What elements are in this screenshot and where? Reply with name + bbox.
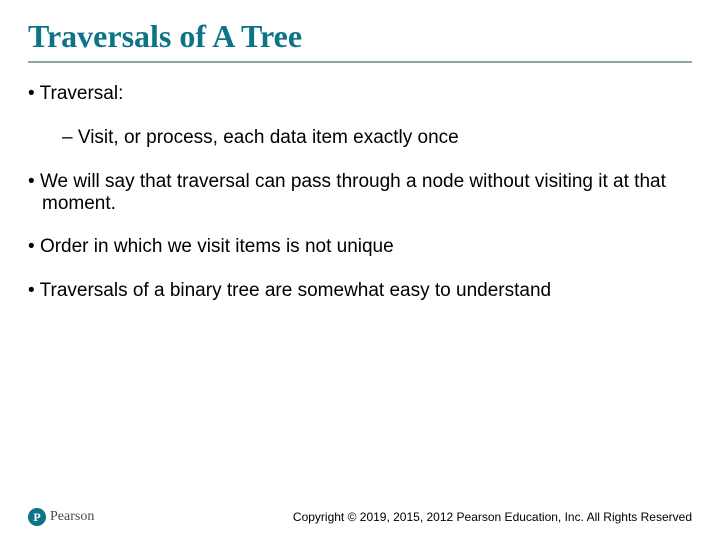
bullet-text: Order in which we visit items is not uni… bbox=[40, 236, 394, 257]
bullet-item: Traversal: bbox=[28, 83, 692, 105]
bullet-text: Traversal: bbox=[40, 83, 124, 104]
bullet-text: We will say that traversal can pass thro… bbox=[40, 171, 666, 214]
bullet-text: Traversals of a binary tree are somewhat… bbox=[40, 280, 552, 301]
slide-title: Traversals of A Tree bbox=[28, 18, 692, 63]
bullet-text: Visit, or process, each data item exactl… bbox=[78, 127, 459, 148]
bullet-item: Order in which we visit items is not uni… bbox=[28, 236, 692, 258]
pearson-logo-icon: P bbox=[28, 508, 46, 526]
slide: Traversals of A Tree Traversal: Visit, o… bbox=[0, 0, 720, 540]
bullet-item: We will say that traversal can pass thro… bbox=[28, 171, 692, 215]
copyright-text: Copyright © 2019, 2015, 2012 Pearson Edu… bbox=[293, 510, 692, 524]
pearson-logo: P Pearson bbox=[28, 508, 94, 526]
sub-bullet-item: Visit, or process, each data item exactl… bbox=[62, 127, 692, 149]
slide-footer: P Pearson Copyright © 2019, 2015, 2012 P… bbox=[0, 508, 720, 526]
pearson-logo-text: Pearson bbox=[50, 509, 94, 525]
bullet-item: Traversals of a binary tree are somewhat… bbox=[28, 280, 692, 302]
slide-content: Traversal: Visit, or process, each data … bbox=[28, 83, 692, 302]
